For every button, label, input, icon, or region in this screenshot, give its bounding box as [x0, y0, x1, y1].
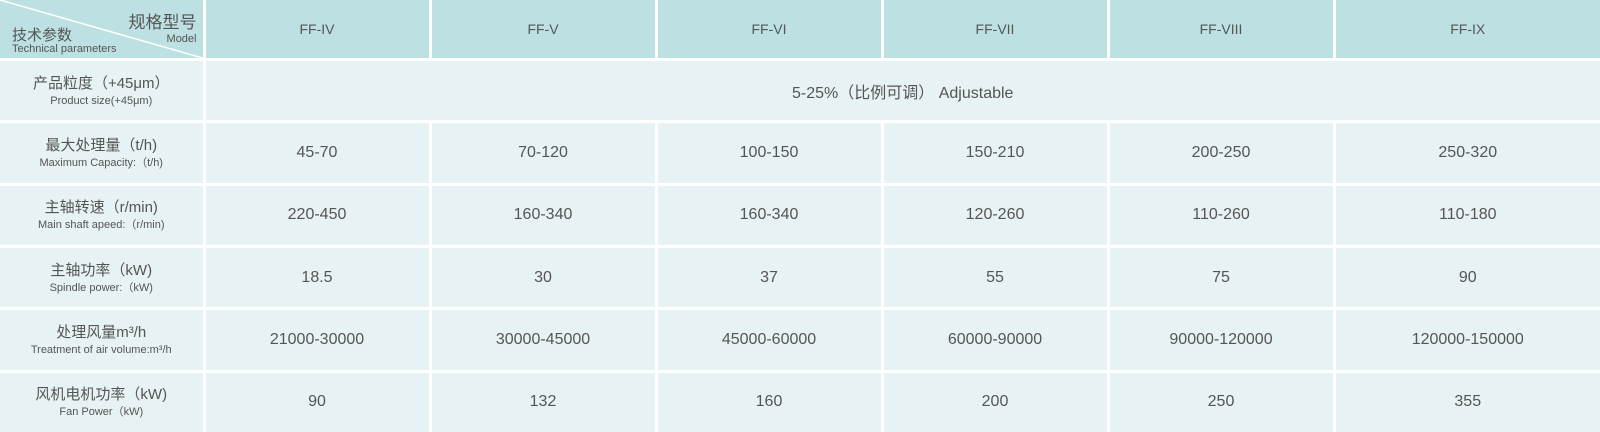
param-name-en: Fan Power（kW): [59, 406, 144, 419]
value-cell: 160: [654, 369, 884, 432]
param-name-en: Maximum Capacity:（t/h): [39, 156, 163, 169]
value-cell: 75: [1106, 244, 1336, 311]
model-label-en: Model: [166, 33, 197, 45]
value-cell: 110-180: [1332, 182, 1600, 248]
param-label-en: Technical parameters: [12, 43, 117, 55]
value-cell: 200: [880, 369, 1110, 432]
value-cell: 90: [1332, 244, 1600, 311]
value-cell: 120000-150000: [1332, 307, 1600, 373]
value-cell: 90000-120000: [1106, 307, 1336, 373]
table-row: 风机电机功率（kW) Fan Power（kW) 90 132 160 200 250 355: [0, 369, 1600, 432]
value-cell: 18.5: [202, 244, 432, 311]
model-header: FF-VII: [880, 0, 1110, 61]
param-name-en: Product size(+45μm): [50, 94, 153, 107]
param-name-en: Spindle power:（kW): [49, 281, 153, 294]
param-name-cn: 风机电机功率（kW): [35, 386, 168, 404]
param-name-cn: 处理风量m³/h: [56, 323, 147, 341]
model-header: FF-IX: [1332, 0, 1600, 61]
param-name-en: Treatment of air volume:m³/h: [30, 343, 172, 356]
header-row: 规格型号 Model 技术参数 Technical parameters FF-…: [0, 0, 1600, 61]
value-cell: 220-450: [202, 182, 432, 248]
value-cell: 160-340: [654, 182, 884, 248]
value-cell: 250-320: [1332, 120, 1600, 186]
value-cell: 30000-45000: [428, 307, 658, 373]
model-header: FF-VI: [654, 0, 884, 61]
value-cell: 45-70: [202, 120, 432, 186]
value-cell: 110-260: [1106, 182, 1336, 248]
param-label-cn: 技术参数: [12, 27, 73, 44]
value-cell: 60000-90000: [880, 307, 1110, 373]
diagonal-divider: [0, 0, 203, 58]
param-name-cn: 主轴功率（kW): [50, 261, 153, 279]
value-cell: 90: [202, 369, 432, 432]
value-cell: 55: [880, 244, 1110, 311]
table-row: 最大处理量（t/h) Maximum Capacity:（t/h) 45-70 70-…: [0, 120, 1600, 186]
model-label-cn: 规格型号: [128, 13, 197, 32]
value-cell: 70-120: [428, 120, 658, 186]
param-name-cn: 产品粒度（+45μm）: [32, 74, 170, 92]
corner-header-cell: 规格型号 Model 技术参数 Technical parameters: [0, 0, 206, 61]
table-row: 主轴转速（r/min) Main shaft apeed:（r/min) 220-4…: [0, 182, 1600, 248]
value-cell: 37: [654, 244, 884, 311]
value-cell: 30: [428, 244, 658, 311]
value-cell: 250: [1106, 369, 1336, 432]
value-cell: 355: [1332, 369, 1600, 432]
param-name-cn: 主轴转速（r/min): [44, 199, 158, 217]
model-header: FF-V: [428, 0, 658, 61]
model-header: FF-VIII: [1106, 0, 1336, 61]
param-cell: 主轴功率（kW) Spindle power:（kW): [0, 244, 206, 311]
value-cell: 132: [428, 369, 658, 432]
param-name-en: Main shaft apeed:（r/min): [37, 219, 165, 232]
value-cell: 120-260: [880, 182, 1110, 248]
param-cell: 产品粒度（+45μm） Product size(+45μm): [0, 57, 206, 124]
param-cell: 风机电机功率（kW) Fan Power（kW): [0, 369, 206, 432]
model-header: FF-IV: [202, 0, 432, 61]
param-cell: 处理风量m³/h Treatment of air volume:m³/h: [0, 307, 206, 373]
value-cell: 21000-30000: [202, 307, 432, 373]
value-cell: 45000-60000: [654, 307, 884, 373]
merged-value-cell: 5-25%（比例可调） Adjustable: [202, 57, 1600, 124]
param-cell: 主轴转速（r/min) Main shaft apeed:（r/min): [0, 182, 206, 248]
value-cell: 150-210: [880, 120, 1110, 186]
param-name-cn: 最大处理量（t/h): [45, 136, 158, 154]
table-row: 主轴功率（kW) Spindle power:（kW) 18.5 30 37 55 75 90: [0, 244, 1600, 311]
value-cell: 160-340: [428, 182, 658, 248]
value-cell: 200-250: [1106, 120, 1336, 186]
param-cell: 最大处理量（t/h) Maximum Capacity:（t/h): [0, 120, 206, 186]
value-cell: 100-150: [654, 120, 884, 186]
table-row: 产品粒度（+45μm） Product size(+45μm) 5-25%（比例可调…: [0, 57, 1600, 124]
table-row: 处理风量m³/h Treatment of air volume:m³/h 2100…: [0, 307, 1600, 373]
